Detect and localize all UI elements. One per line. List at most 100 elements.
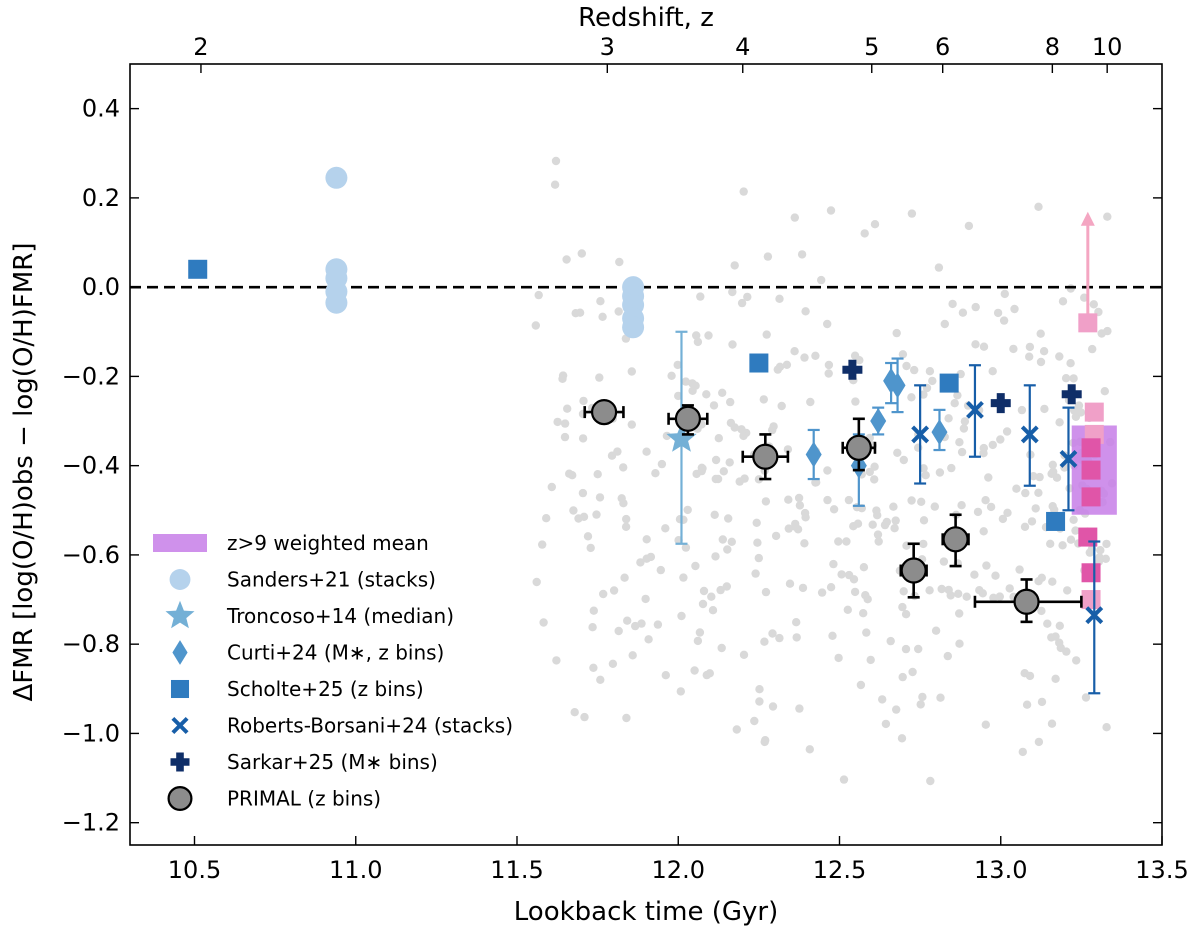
background-point (1037, 606, 1046, 616)
scholte-25-z-bins-point (939, 373, 959, 393)
background-point (1029, 472, 1038, 481)
sarkar-25-m-bins-point (842, 359, 863, 380)
background-point (579, 396, 588, 406)
background-point (737, 425, 746, 434)
top-tick-label: 3 (600, 33, 615, 61)
background-point (955, 639, 964, 648)
background-point (834, 537, 843, 546)
background-point (982, 561, 991, 570)
background-point (893, 448, 902, 457)
background-point (1066, 359, 1075, 368)
background-point (866, 655, 875, 665)
background-point (823, 495, 832, 505)
background-point (957, 447, 967, 457)
background-point (739, 650, 749, 659)
curti-24-m-z-bins-point (805, 441, 822, 468)
background-point (755, 685, 764, 694)
background-point (999, 316, 1009, 325)
background-point (844, 495, 854, 505)
x-tick-label: 11.5 (490, 856, 543, 884)
background-point (902, 361, 911, 371)
background-point (552, 656, 561, 665)
background-point (698, 464, 707, 473)
background-point (693, 636, 703, 646)
background-point (1046, 539, 1055, 548)
background-point (957, 501, 966, 510)
background-point (1097, 329, 1106, 338)
background-point (1048, 502, 1057, 511)
x-tick-label: 12.0 (652, 856, 705, 884)
background-point (719, 467, 728, 476)
background-point (620, 573, 629, 582)
background-point (698, 599, 708, 609)
background-point (936, 693, 945, 702)
background-point (653, 620, 663, 629)
background-point (570, 708, 579, 717)
background-point (677, 611, 686, 621)
background-point (761, 587, 771, 597)
background-point (870, 475, 879, 484)
background-point (673, 360, 682, 370)
background-point (898, 602, 907, 612)
background-point (801, 513, 810, 522)
sarkar-25-m-bins-point (1061, 384, 1082, 405)
background-point (621, 522, 631, 531)
background-point (824, 369, 833, 378)
background-point (873, 511, 882, 520)
background-point (739, 187, 748, 196)
background-point (709, 401, 719, 410)
background-point (940, 319, 949, 329)
background-point (704, 331, 713, 340)
background-point (901, 644, 911, 654)
scholte-25-z-bins-point (188, 259, 208, 279)
background-point (850, 587, 860, 597)
background-point (1034, 737, 1044, 747)
legend-label-troncoso-14-median: Troncoso+14 (median) (226, 604, 454, 628)
background-point (1066, 284, 1076, 293)
background-point (752, 518, 761, 527)
background-point (964, 221, 974, 231)
background-point (979, 449, 988, 458)
background-point (907, 209, 917, 218)
background-point (910, 365, 919, 375)
background-point (829, 559, 838, 569)
background-point (889, 502, 898, 511)
background-point (975, 586, 984, 595)
top-tick-label: 6 (935, 33, 950, 61)
background-point (768, 629, 777, 638)
curti-24-m-z-bins-point (889, 372, 906, 399)
background-point (1002, 427, 1012, 436)
background-point (608, 659, 618, 668)
background-point (954, 589, 963, 598)
background-point (970, 570, 979, 579)
background-point (688, 379, 697, 388)
background-point (739, 431, 748, 441)
background-point (801, 307, 810, 316)
background-point (588, 623, 597, 632)
background-point (637, 619, 646, 628)
background-point (950, 399, 959, 408)
background-point (839, 775, 849, 784)
background-point (899, 455, 908, 465)
background-point (679, 573, 688, 582)
background-point (609, 586, 619, 595)
background-point (1055, 418, 1064, 427)
background-point (1058, 297, 1068, 306)
background-point (795, 704, 804, 713)
background-point (723, 545, 732, 554)
background-point (805, 745, 814, 754)
primal-z-bins-point (900, 557, 927, 584)
background-point (761, 497, 771, 506)
background-point (656, 565, 665, 575)
background-point (750, 716, 759, 726)
background-point (547, 482, 556, 492)
legend-label-scholte-25-z-bins: Scholte+25 (z bins) (227, 677, 424, 701)
background-point (995, 592, 1004, 601)
legend-label-primal-z-bins: PRIMAL (z bins) (227, 787, 381, 811)
background-point (953, 391, 962, 400)
y-tick-label: −0.8 (62, 630, 120, 658)
legend-label-z-9-weighted-mean: z>9 weighted mean (227, 531, 429, 555)
legend-marker-sanders-21-stacks (169, 569, 191, 590)
background-point (550, 180, 560, 189)
background-point (948, 299, 957, 309)
